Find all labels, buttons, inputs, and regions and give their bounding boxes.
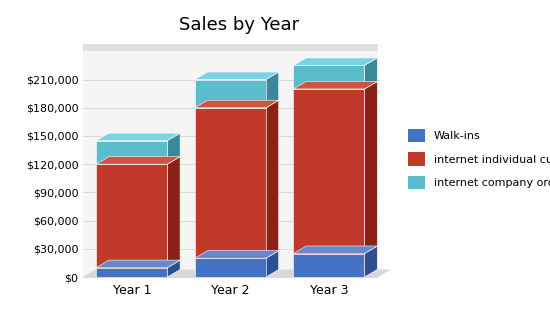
Polygon shape — [365, 81, 377, 253]
Polygon shape — [82, 51, 378, 277]
Polygon shape — [82, 269, 391, 277]
Polygon shape — [96, 260, 180, 268]
Polygon shape — [195, 72, 279, 80]
Polygon shape — [82, 44, 95, 277]
Polygon shape — [195, 251, 279, 258]
Polygon shape — [167, 260, 180, 277]
Polygon shape — [167, 157, 180, 268]
Bar — [96, 164, 167, 268]
Polygon shape — [365, 58, 377, 89]
Polygon shape — [96, 133, 180, 141]
Legend: Walk-ins, internet individual customers, internet company orders: Walk-ins, internet individual customers,… — [405, 125, 550, 193]
Polygon shape — [266, 251, 279, 277]
Polygon shape — [294, 81, 377, 89]
Polygon shape — [266, 100, 279, 258]
Polygon shape — [96, 157, 180, 164]
Bar — [96, 268, 167, 277]
Bar — [195, 108, 266, 258]
Polygon shape — [82, 44, 378, 51]
Title: Sales by Year: Sales by Year — [179, 16, 299, 34]
Bar — [195, 80, 266, 108]
Polygon shape — [266, 72, 279, 108]
Bar — [195, 258, 266, 277]
Bar — [294, 66, 365, 89]
Bar — [294, 253, 365, 277]
Polygon shape — [294, 246, 377, 253]
Polygon shape — [365, 246, 377, 277]
Polygon shape — [167, 133, 180, 164]
Polygon shape — [294, 58, 377, 66]
Polygon shape — [195, 100, 279, 108]
Bar — [294, 89, 365, 253]
Bar — [96, 141, 167, 164]
